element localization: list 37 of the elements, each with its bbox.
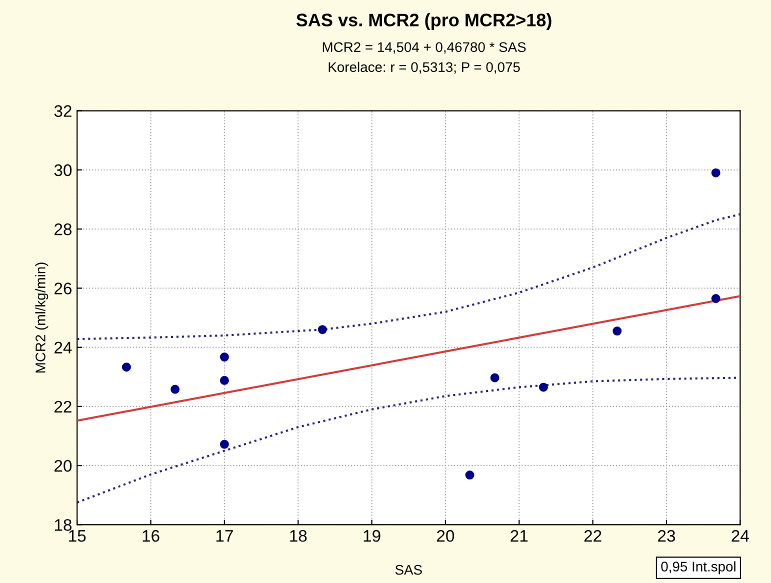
y-tick-label: 18 [54, 519, 72, 531]
line-series [77, 376, 740, 504]
point [465, 470, 474, 480]
x-tick-label: 17 [216, 530, 233, 542]
y-tick-label: 20 [54, 460, 72, 472]
line-series [77, 213, 740, 340]
y-tick-label: 22 [54, 400, 72, 412]
x-tick-label: 16 [142, 530, 160, 542]
chart-subtitle: MCR2 = 14,504 + 0,46780 * SAS Korelace: r = 0,5313; P = 0,075 [322, 42, 526, 74]
point [490, 373, 500, 382]
point [170, 384, 180, 394]
chart-title: SAS vs. MCR2 (pro MCR2>18) [296, 13, 552, 30]
x-tick-label: 21 [510, 530, 528, 542]
point [711, 168, 720, 178]
point [318, 325, 327, 334]
y-axis-title: MCR2 (ml/kg/min) [35, 262, 48, 373]
x-tick-label: 15 [69, 530, 86, 542]
x-tick-label: 20 [437, 530, 454, 542]
x-tick-label: 22 [584, 530, 602, 542]
x-tick-label: 18 [290, 530, 307, 542]
x-tick-label: 24 [732, 530, 749, 542]
point [122, 362, 131, 372]
x-tick-label: 23 [658, 530, 676, 542]
point [220, 352, 229, 362]
point [220, 440, 229, 449]
y-tick-label: 28 [54, 223, 72, 236]
text: 0,95 Int.spol [661, 561, 736, 574]
x-axis-title: SAS [395, 564, 422, 575]
point [711, 294, 720, 304]
y-tick-label: 30 [54, 164, 72, 176]
point [538, 382, 548, 392]
point [220, 376, 229, 385]
x-tick-label: 19 [364, 530, 380, 542]
point [612, 326, 622, 336]
y-tick-label: 24 [54, 342, 72, 354]
y-tick-label: 26 [54, 282, 72, 294]
y-tick-label: 32 [54, 105, 72, 117]
